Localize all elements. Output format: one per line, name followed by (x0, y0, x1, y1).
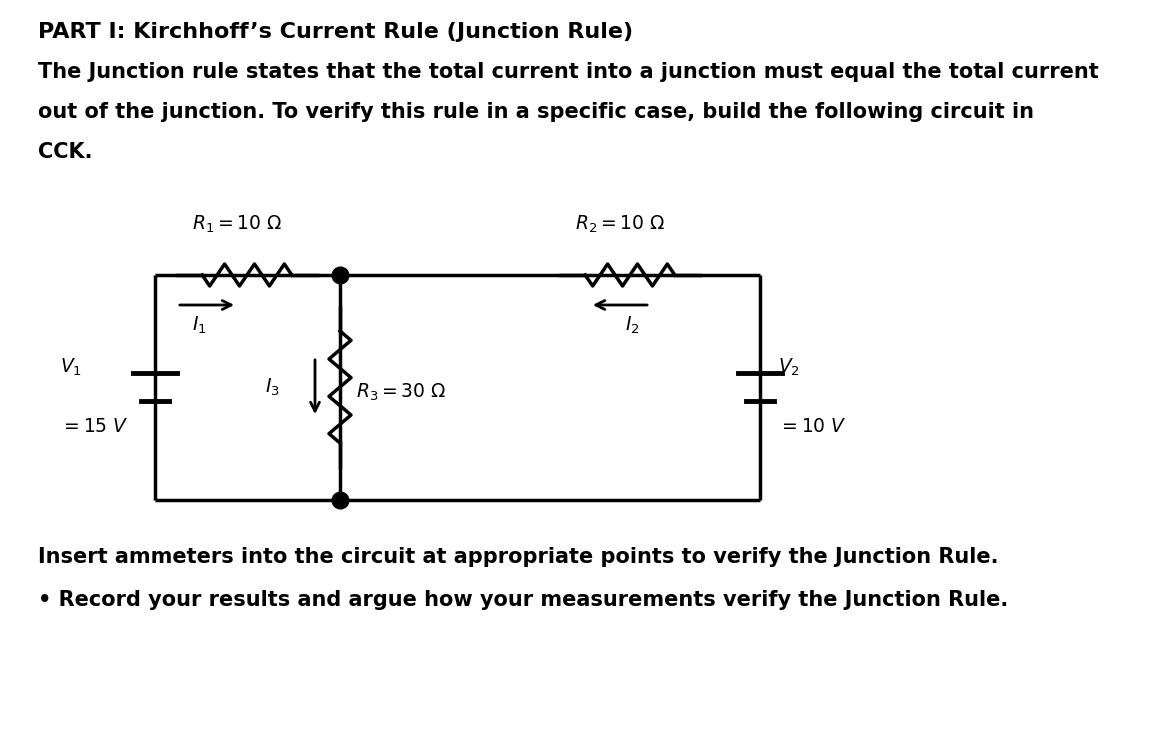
Text: • Record your results and argue how your measurements verify the Junction Rule.: • Record your results and argue how your… (38, 590, 1008, 610)
Text: CCK.: CCK. (38, 142, 93, 162)
Text: $R_2 = 10\ \Omega$: $R_2 = 10\ \Omega$ (575, 214, 666, 235)
Text: $I_1$: $I_1$ (192, 315, 207, 336)
Text: The Junction rule states that the total current into a junction must equal the t: The Junction rule states that the total … (38, 62, 1098, 82)
Text: $R_1 = 10\ \Omega$: $R_1 = 10\ \Omega$ (192, 214, 282, 235)
Text: $R_3 = 30\ \Omega$: $R_3 = 30\ \Omega$ (356, 382, 447, 403)
Text: Insert ammeters into the circuit at appropriate points to verify the Junction Ru: Insert ammeters into the circuit at appr… (38, 547, 998, 567)
Text: PART I: Kirchhoff’s Current Rule (Junction Rule): PART I: Kirchhoff’s Current Rule (Juncti… (38, 22, 633, 42)
Text: $V_1$: $V_1$ (60, 356, 82, 378)
Text: out of the junction. To verify this rule in a specific case, build the following: out of the junction. To verify this rule… (38, 102, 1034, 122)
Text: $I_2$: $I_2$ (624, 315, 640, 336)
Text: $= 15\ V$: $= 15\ V$ (60, 417, 129, 436)
Text: $V_2$: $V_2$ (779, 356, 800, 378)
Text: $= 10\ V$: $= 10\ V$ (779, 417, 847, 436)
Text: $I_3$: $I_3$ (265, 377, 280, 398)
